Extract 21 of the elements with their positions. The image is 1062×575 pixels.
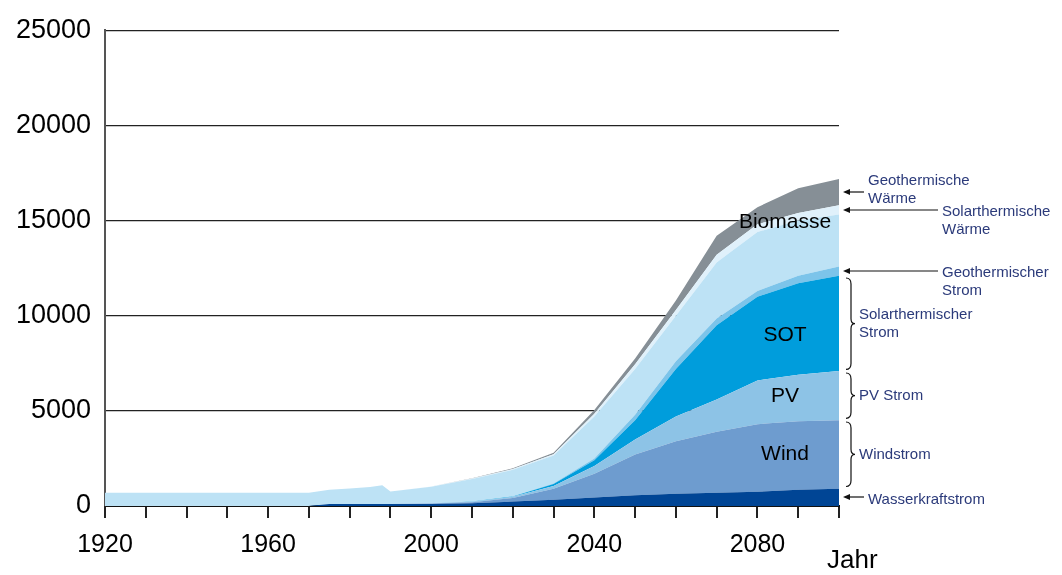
y-tick-label: 0 [75,489,91,520]
x-axis-title: Jahr [827,544,878,575]
y-tick-label: 15000 [15,203,91,234]
y-tick-label: 20000 [15,108,91,139]
series-label: PV Strom [859,385,924,403]
x-tick-label: 2080 [729,528,786,557]
series-label: Wasserkraftstrom [868,489,985,507]
text: Geothermischer Strom [942,263,1049,299]
y-tick-label: 25000 [15,13,91,44]
y-tick-label: 5000 [30,394,91,425]
series-label: Windstrom [859,444,931,462]
annotation: Wind [761,441,809,465]
series-label: Solarthermischer Strom [859,304,973,340]
x-tick-label: 1920 [77,528,133,557]
annotation: SOT [763,322,807,346]
x-tick-label: 1960 [240,528,296,557]
x-tick-label: 2000 [403,528,460,557]
x-tick-label: 2040 [566,528,623,557]
annotation: PV [770,382,800,406]
annotation: Biomasse [738,209,832,233]
y-tick-label: 10000 [15,299,91,330]
